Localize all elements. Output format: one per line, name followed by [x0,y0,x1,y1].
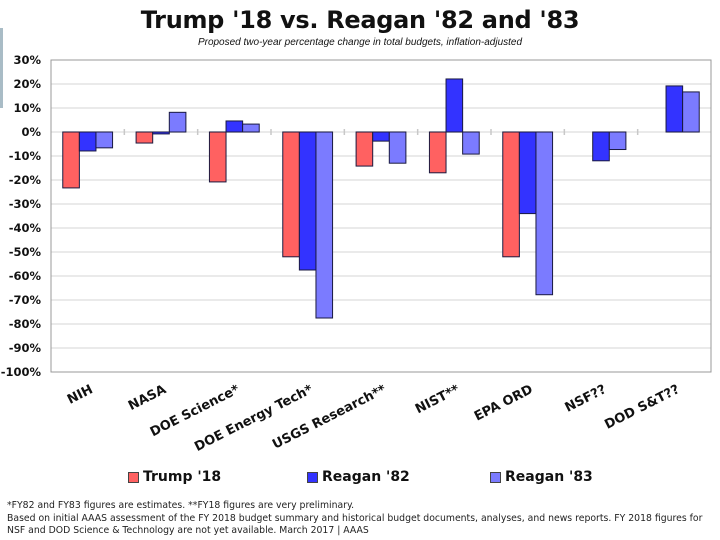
y-tick-label: 20% [13,77,41,91]
bar-reagan-83-nsf [608,131,627,151]
bar-trump-18-nih [62,131,80,189]
x-tick-label: NIH [65,382,96,407]
legend-label: Reagan '83 [505,469,593,485]
chart-subtitle: Proposed two-year percentage change in t… [197,37,523,48]
bar-reagan-83-epa-ord [535,131,554,296]
y-tick-label: -60% [9,269,42,283]
y-tick-label: 0% [21,125,41,139]
gridlines [51,83,711,349]
bar-reagan-82-nsf [592,131,610,162]
bar-trump-18-nasa [135,131,154,144]
y-tick-label: 30% [13,53,41,67]
bar-reagan-82-usgs-research [372,131,390,142]
legend-item-trump-18: Trump '18 [128,469,221,485]
chart-title: Trump '18 vs. Reagan '82 and '83 [140,6,580,34]
footnotes: *FY82 and FY83 figures are estimates. **… [7,500,717,538]
x-tick-label: NIST** [413,382,462,417]
footnote-line-2: Based on initial AAAS assessment of the … [7,512,703,537]
legend-swatch-reagan-83 [490,471,501,483]
bar-reagan-82-nist [445,78,464,133]
y-tick-label: -40% [9,221,42,235]
bar-reagan-83-usgs-research [388,131,407,164]
y-tick-label: -80% [9,317,42,331]
footnote-line-1: *FY82 and FY83 figures are estimates. **… [7,500,355,511]
legend-item-reagan-83: Reagan '83 [490,469,593,485]
bar-reagan-83-nasa [168,111,187,133]
bar-reagan-83-nih [95,131,114,149]
bar-reagan-83-doe-energy-tech [315,131,334,319]
bar-trump-18-doe-science [208,131,227,183]
y-tick-label: -100% [1,365,42,379]
y-tick-label: -30% [9,197,42,211]
bar-reagan-83-doe-science [242,123,260,133]
legend: Trump '18 Reagan '82 Reagan '83 [0,469,720,491]
y-tick-label: -50% [9,245,42,259]
x-tick-label: EPA ORD [472,382,536,424]
y-tick-label: -70% [9,293,42,307]
x-tick-label: DOD S&T?? [602,382,682,433]
legend-swatch-reagan-82 [307,471,318,483]
y-tick-label: -90% [9,341,42,355]
y-tick-label: -20% [9,173,42,187]
legend-label: Reagan '82 [322,469,410,485]
bar-trump-18-nist [428,131,447,174]
bar-reagan-83-nist [462,131,480,155]
bar-reagan-82-epa-ord [518,131,537,215]
plot-area-frame [50,59,712,373]
left-accent-bar [0,28,3,108]
x-tick-label: DOE Energy Tech* [192,382,315,455]
bar-reagan-83-dod-s-t [682,91,700,133]
x-tick-label: NASA [126,382,169,414]
x-tick-label: NSF?? [563,382,609,415]
y-tick-label: -10% [9,149,42,163]
bar-reagan-82-doe-energy-tech [298,131,317,271]
legend-label: Trump '18 [143,469,222,485]
legend-swatch-trump-18 [128,471,139,483]
bar-trump-18-usgs-research [355,131,374,167]
bar-trump-18-epa-ord [502,131,520,258]
bar-reagan-82-nasa [152,131,170,135]
bars [62,78,700,319]
bar-reagan-82-nih [78,131,97,152]
bar-reagan-82-doe-science [225,120,244,133]
bar-chart: 30% 20% 10% 0% -10% -20% -30% -40% -50% -60% -70% -… [1,53,712,455]
legend-item-reagan-82: Reagan '82 [307,469,410,485]
bar-reagan-82-dod-s-t [665,85,684,133]
y-axis-ticks: 30% 20% 10% 0% -10% -20% -30% -40% -50% -60% -70% -… [1,53,42,379]
bar-trump-18-doe-energy-tech [282,131,300,258]
y-tick-label: 10% [13,101,41,115]
